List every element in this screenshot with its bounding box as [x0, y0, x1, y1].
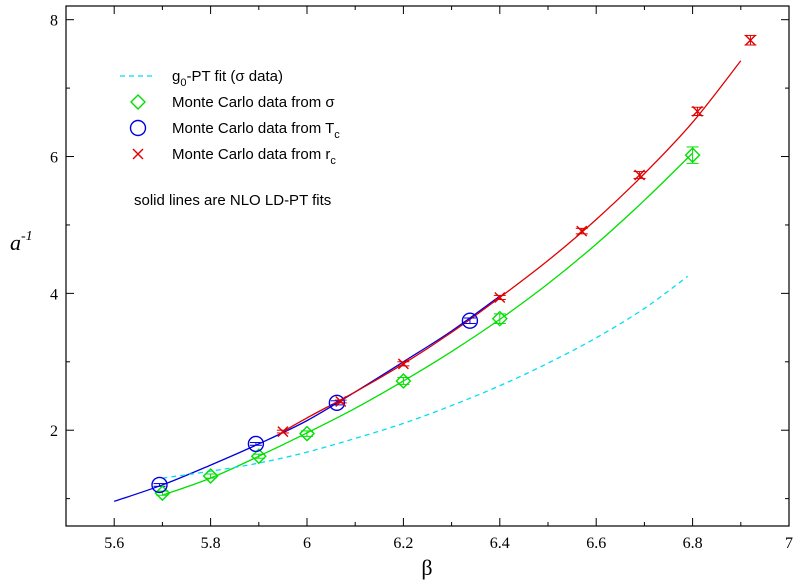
fit-sigma-curve	[162, 152, 694, 496]
legend-label-text: Monte Carlo data from σ	[172, 94, 335, 111]
legend-swatch	[130, 94, 146, 110]
legend-label-subscript: 0	[180, 77, 186, 89]
legend-item-sigma: Monte Carlo data from σ	[130, 94, 335, 111]
sigma-data-point	[299, 425, 315, 442]
legend-label-text: Monte Carlo data from T	[172, 120, 334, 137]
fit-tc-curve	[113, 295, 501, 502]
x-tick-labels: 5.6 5.8 6 6.2 6.4 6.6 6.8 7	[104, 535, 793, 552]
y-tick-labels: 2 4 6 8	[50, 13, 58, 441]
x-marker-stroke	[494, 291, 506, 303]
legend-label: Monte Carlo data from rc	[172, 146, 336, 167]
tc-data-point	[328, 394, 346, 412]
legend: g0-PT fit (σ data) Monte Carlo data from …	[120, 68, 340, 167]
rc-data-point	[634, 169, 646, 181]
x-marker-stroke	[277, 426, 289, 438]
sigma-data-point	[684, 147, 701, 164]
x-marker-stroke	[691, 105, 703, 117]
y-tick-label: 2	[50, 423, 58, 440]
legend-label-text: g	[172, 68, 180, 85]
x-marker-stroke	[634, 169, 646, 181]
x-marker-stroke	[132, 148, 144, 160]
tc-data-point	[461, 312, 479, 329]
x-tick-label: 6.4	[490, 535, 510, 552]
legend-label: g0-PT fit (σ data)	[172, 68, 283, 89]
legend-label-subscript: c	[330, 155, 336, 167]
x-axis-label: β	[421, 555, 432, 580]
rc-data-point	[576, 225, 588, 237]
x-tick-label: 6.6	[586, 535, 606, 552]
tc-data-point	[151, 476, 168, 494]
x-marker-stroke	[576, 225, 588, 237]
x-tick-label: 5.6	[104, 535, 124, 552]
sigma-error-bar	[493, 313, 506, 324]
rc-data-point	[691, 105, 703, 117]
tc-data-point	[247, 435, 265, 453]
x-tick-label: 7	[785, 535, 793, 552]
legend-label-subscript: c	[334, 129, 340, 141]
sigma-data-point	[202, 468, 219, 485]
x-marker-stroke	[335, 395, 347, 407]
legend-swatch	[132, 148, 144, 160]
y-tick-label: 8	[50, 13, 58, 30]
tc-error-bar	[463, 317, 476, 324]
legend-item-tc: Monte Carlo data from Tc	[129, 119, 340, 141]
sigma-data-point	[491, 310, 508, 327]
data-markers	[151, 34, 756, 502]
legend-label-rest: -PT fit (σ data)	[186, 68, 283, 85]
x-marker-stroke	[744, 34, 756, 46]
legend-item-g0pt: g0-PT fit (σ data)	[120, 68, 283, 89]
x-tick-label: 6	[303, 535, 311, 552]
y-tick-label: 4	[50, 286, 58, 303]
rc-data-point	[335, 395, 347, 407]
fit-g0pt-curve	[162, 275, 689, 479]
plot-frame	[65, 5, 790, 527]
sigma-data-point	[250, 448, 267, 465]
x-tick-label: 6.2	[393, 535, 413, 552]
x-tick-label: 6.8	[683, 535, 703, 552]
sigma-data-point	[395, 372, 412, 389]
rc-data-point	[494, 291, 506, 303]
rc-data-point	[277, 426, 289, 438]
fit-rc-curve	[282, 60, 742, 433]
rc-data-point	[397, 358, 409, 370]
annotation-text: solid lines are NLO LD-PT fits	[134, 192, 331, 209]
y-axis-label: a-1	[10, 229, 33, 255]
legend-label: Monte Carlo data from Tc	[172, 120, 340, 141]
legend-label-text: Monte Carlo data from r	[172, 146, 330, 163]
sigma-data-point	[154, 485, 171, 502]
y-axis-label-main: a	[10, 230, 21, 255]
axis-ticks	[65, 6, 790, 526]
x-marker-stroke	[397, 358, 409, 370]
x-tick-label: 5.8	[201, 535, 221, 552]
legend-label: Monte Carlo data from σ	[172, 94, 335, 111]
legend-swatch	[129, 119, 147, 137]
y-axis-label-sup: -1	[21, 229, 33, 244]
y-tick-label: 6	[50, 150, 58, 167]
tc-error-bar	[249, 442, 262, 446]
legend-item-rc: Monte Carlo data from rc	[132, 146, 336, 167]
rc-data-point	[744, 34, 756, 46]
sigma-error-bar	[686, 146, 699, 164]
